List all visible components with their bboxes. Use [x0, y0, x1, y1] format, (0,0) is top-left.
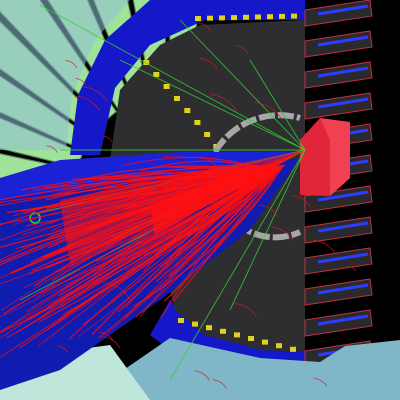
yellow-tile — [184, 108, 191, 113]
red-track — [155, 168, 279, 283]
right-plate — [304, 216, 373, 244]
right-plate — [304, 0, 373, 27]
yellow-tile — [291, 13, 297, 19]
curl-track — [258, 204, 278, 217]
red-endcap-side — [320, 118, 350, 196]
yellow-tile — [178, 318, 184, 323]
right-plate-edge — [317, 283, 369, 295]
curl-track — [75, 78, 87, 86]
green-track — [249, 59, 306, 151]
curl-track — [103, 282, 131, 300]
yellow-tile — [195, 16, 201, 21]
red-track — [19, 173, 268, 349]
curl-track — [102, 135, 113, 143]
right-plate — [304, 30, 373, 58]
yellow-tile — [163, 84, 170, 89]
red-track — [78, 172, 271, 337]
curl-track — [101, 336, 121, 349]
yellow-tile — [243, 14, 249, 20]
curl-track — [83, 86, 108, 102]
curl-track — [46, 145, 58, 153]
red-track — [145, 168, 278, 243]
curl-track — [57, 345, 69, 353]
yellow-tile — [231, 15, 237, 21]
yellow-tile — [194, 120, 201, 125]
yellow-tile — [143, 60, 150, 65]
yellow-tile — [173, 96, 180, 101]
curl-track — [65, 60, 78, 69]
red-track — [160, 169, 276, 319]
yellow-tile — [234, 332, 240, 338]
green-track — [179, 19, 306, 151]
yellow-tile — [290, 346, 296, 352]
red-tracks — [0, 23, 356, 389]
red-track — [135, 165, 284, 318]
red-track — [0, 165, 284, 332]
red-track — [132, 167, 281, 308]
right-plate — [304, 309, 373, 337]
curl-track — [199, 23, 211, 31]
red-track — [91, 172, 270, 336]
right-plate — [304, 185, 373, 213]
red-track — [163, 165, 284, 302]
red-track — [62, 169, 276, 316]
red-track — [0, 171, 272, 339]
curl-track — [271, 226, 294, 242]
curl-track — [198, 156, 219, 170]
yellow-tile — [219, 15, 225, 21]
red-track — [98, 167, 281, 339]
curl-track — [292, 195, 311, 208]
right-plate-edge — [317, 35, 369, 47]
yellow-tile — [276, 343, 282, 349]
curl-track — [199, 58, 218, 70]
right-plate — [304, 278, 373, 306]
green-track — [39, 4, 306, 151]
green-track — [229, 149, 306, 311]
bottom-shell — [80, 338, 400, 400]
curl-track — [313, 377, 327, 387]
yellow-tile — [206, 325, 212, 331]
yellow-tile — [207, 15, 213, 21]
yellow-tile — [220, 328, 226, 334]
right-plate-edge — [317, 66, 369, 78]
yellow-tile — [279, 13, 285, 19]
blue-ring-upper — [70, 0, 305, 155]
right-plate-edge — [317, 252, 369, 264]
curl-track — [194, 370, 210, 381]
yellow-tile — [153, 72, 160, 77]
beam-wedge-left — [0, 152, 300, 200]
right-plate-edge — [317, 97, 369, 109]
outer-shell — [0, 0, 130, 150]
curl-track — [234, 44, 249, 54]
curl-track — [254, 102, 283, 121]
yellow-tile — [192, 321, 198, 327]
right-plate-edge — [317, 314, 369, 326]
curl-track — [75, 95, 100, 111]
yellow-tile — [204, 132, 211, 137]
curl-track — [212, 379, 227, 389]
yellow-tiles — [143, 13, 297, 352]
right-plate — [304, 61, 373, 89]
red-cone-core — [150, 150, 305, 235]
green-track — [169, 149, 306, 381]
yellow-tile — [267, 14, 273, 20]
curl-track — [234, 303, 258, 318]
right-plate — [304, 247, 373, 275]
red-track — [0, 174, 266, 334]
right-plate — [304, 92, 373, 120]
right-plate-edge — [317, 190, 369, 202]
curl-track — [313, 239, 336, 255]
curl-track — [347, 265, 356, 272]
curl-track — [209, 94, 237, 112]
yellow-tile — [255, 14, 261, 20]
yellow-tile — [248, 336, 254, 341]
right-plate-edge — [317, 4, 369, 16]
right-plate-edge — [317, 221, 369, 233]
yellow-tile — [262, 339, 268, 345]
green-track — [119, 59, 306, 151]
